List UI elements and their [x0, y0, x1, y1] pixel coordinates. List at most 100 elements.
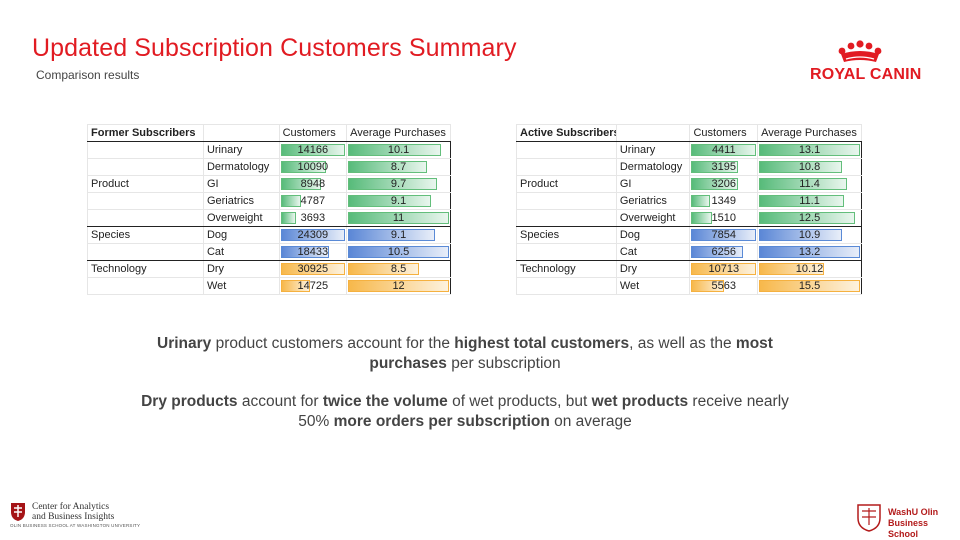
customers-cell: 10090	[278, 158, 348, 176]
customers-cell-bar	[691, 229, 757, 241]
table-row: Cat 6256 13.2	[516, 243, 862, 261]
customers-cell-value: 3693	[300, 212, 326, 224]
table-row: Species Dog 7854 10.9	[516, 226, 862, 244]
avg-purchases-cell: 13.1	[757, 141, 862, 159]
group-label	[87, 192, 204, 210]
customers-cell-value: 8948	[300, 178, 326, 190]
col-avg-header: Average Purchases	[757, 124, 862, 142]
caption-text: account for	[237, 393, 323, 410]
avg-purchases-cell-bar	[759, 144, 860, 156]
customers-cell-bar	[280, 263, 346, 275]
group-label	[87, 141, 204, 159]
group-label	[87, 158, 204, 176]
customers-cell-bar	[691, 280, 725, 292]
avg-purchases-cell-bar	[348, 229, 436, 241]
avg-purchases-cell-bar	[348, 280, 449, 292]
avg-purchases-cell-value: 10.1	[387, 144, 410, 156]
row-label: Urinary	[615, 141, 691, 159]
row-label: Dermatology	[202, 158, 280, 176]
avg-purchases-cell-value: 12	[392, 280, 405, 292]
avg-purchases-cell-value: 12.5	[798, 212, 821, 224]
customers-cell-value: 14725	[297, 280, 329, 292]
row-label: GI	[615, 175, 691, 193]
avg-purchases-cell-bar	[348, 195, 432, 207]
row-label: Cat	[615, 243, 691, 261]
avg-purchases-cell: 10.1	[346, 141, 451, 159]
customers-cell-bar	[691, 178, 738, 190]
avg-purchases-cell-bar	[348, 263, 419, 275]
insight-dry-vs-wet: Dry products account for twice the volum…	[140, 392, 790, 432]
customers-cell-value: 3195	[711, 161, 737, 173]
customers-cell-value: 24309	[297, 229, 329, 241]
row-label: Geriatrics	[202, 192, 280, 210]
avg-purchases-cell-bar	[759, 195, 845, 207]
washu-olin-logo: WashU Olin Business School	[856, 503, 956, 539]
avg-purchases-cell-value: 11.1	[799, 195, 820, 207]
emphasis-text: Dry products	[141, 393, 238, 410]
avg-purchases-cell-bar	[348, 178, 437, 190]
customers-cell-value: 3206	[711, 178, 737, 190]
table-heading: Active Subscribers	[516, 124, 617, 142]
emphasis-text: most purchases	[369, 335, 773, 372]
customers-cell-value: 10090	[297, 161, 329, 173]
customers-cell-bar	[691, 144, 757, 156]
active-subscribers-table: Active Subscribers Customers Average Purch…	[516, 124, 862, 295]
avg-purchases-cell: 13.2	[757, 243, 862, 261]
table-row: Technology Dry 10713 10.12	[516, 260, 862, 278]
header-row: Former Subscribers Customers Average Purch…	[87, 124, 451, 142]
avg-purchases-cell-bar	[759, 212, 856, 224]
customers-cell: 14725	[278, 277, 348, 295]
group-label: Species	[516, 226, 617, 244]
row-label: Dry	[615, 260, 691, 278]
group-label: Technology	[87, 260, 204, 278]
caption-text: of wet products, but	[447, 393, 592, 410]
table-row: Urinary 14166 10.1	[87, 141, 451, 159]
avg-purchases-cell-bar	[348, 212, 449, 224]
center-name-line1: Center for Analytics	[32, 502, 110, 512]
avg-purchases-cell-bar	[759, 161, 842, 173]
header-blank	[202, 124, 280, 142]
customers-cell-value: 1510	[711, 212, 737, 224]
avg-purchases-cell: 8.5	[346, 260, 451, 278]
emphasis-text: Urinary	[157, 335, 212, 352]
center-analytics-logo: Center for Analytics and Business Insigh…	[10, 502, 140, 532]
customers-cell-bar	[691, 246, 743, 258]
avg-purchases-cell: 9.1	[346, 226, 451, 244]
avg-purchases-cell-bar	[348, 161, 428, 173]
avg-purchases-cell: 9.7	[346, 175, 451, 193]
table-row: Product GI 3206 11.4	[516, 175, 862, 193]
customers-cell-value: 4411	[711, 144, 736, 156]
customers-cell: 8948	[278, 175, 348, 193]
row-label: Wet	[202, 277, 280, 295]
emphasis-text: wet products	[591, 393, 689, 410]
avg-purchases-cell-value: 15.5	[798, 280, 821, 292]
customers-cell: 4787	[278, 192, 348, 210]
customers-cell-bar	[691, 195, 710, 207]
group-label	[516, 158, 617, 176]
customers-cell-bar	[280, 161, 326, 173]
avg-purchases-cell-bar	[759, 280, 860, 292]
olin-name-line1: WashU Olin	[888, 507, 939, 517]
row-label: Dermatology	[615, 158, 691, 176]
page-title: Updated Subscription Customers Summary	[32, 34, 517, 62]
customers-cell-bar	[280, 280, 311, 292]
group-label	[516, 141, 617, 159]
avg-purchases-cell-bar	[348, 246, 449, 258]
group-label	[516, 209, 617, 227]
avg-purchases-cell-bar	[348, 144, 441, 156]
olin-name-line2: Business School	[888, 518, 929, 539]
group-label	[87, 209, 204, 227]
avg-purchases-cell: 11.4	[757, 175, 862, 193]
insight-urinary: Urinary product customers account for th…	[140, 334, 790, 374]
avg-purchases-cell-value: 10.12	[795, 263, 824, 275]
avg-purchases-cell-value: 11.4	[799, 178, 820, 190]
avg-purchases-cell: 10.8	[757, 158, 862, 176]
customers-cell-value: 6256	[711, 246, 737, 258]
avg-purchases-cell-value: 8.7	[390, 161, 407, 173]
group-label: Product	[87, 175, 204, 193]
avg-purchases-cell: 11.1	[757, 192, 862, 210]
header-blank	[615, 124, 691, 142]
row-label: Dog	[202, 226, 280, 244]
avg-purchases-cell-value: 9.7	[390, 178, 407, 190]
avg-purchases-cell-bar	[759, 246, 860, 258]
